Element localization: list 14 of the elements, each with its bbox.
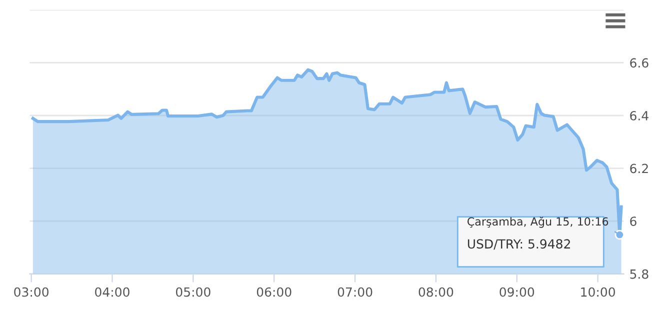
x-tick-label: 04:00 — [95, 287, 130, 297]
y-tick-label: 6 — [630, 216, 636, 226]
annotation: USD/TRY: 5.9482 — [468, 239, 570, 250]
x-tick-label: 09:00 — [500, 287, 534, 297]
x-tick-label: 08:00 — [418, 287, 454, 297]
y-tick-label: 6.4 — [630, 110, 648, 120]
x-tick-label: 06:00 — [256, 287, 292, 297]
x-tick-label: 07:00 — [338, 287, 372, 297]
x-tick-label: 05:00 — [176, 287, 210, 297]
x-tick-label: 03:00 — [14, 287, 48, 297]
x-tick-label: 10:00 — [581, 287, 615, 297]
y-tick-label: 6.6 — [630, 58, 648, 68]
y-tick-label: 5.8 — [630, 269, 648, 279]
y-tick-label: 6.2 — [630, 164, 648, 174]
